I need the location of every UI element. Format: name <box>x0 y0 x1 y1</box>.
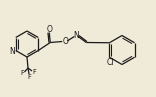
Text: N: N <box>9 46 15 55</box>
Text: F: F <box>20 70 24 76</box>
Text: O: O <box>46 25 52 33</box>
Text: Cl: Cl <box>107 58 114 67</box>
Text: N: N <box>73 31 79 40</box>
Text: F: F <box>32 69 36 75</box>
Text: O: O <box>63 36 69 45</box>
Text: F: F <box>27 74 31 80</box>
